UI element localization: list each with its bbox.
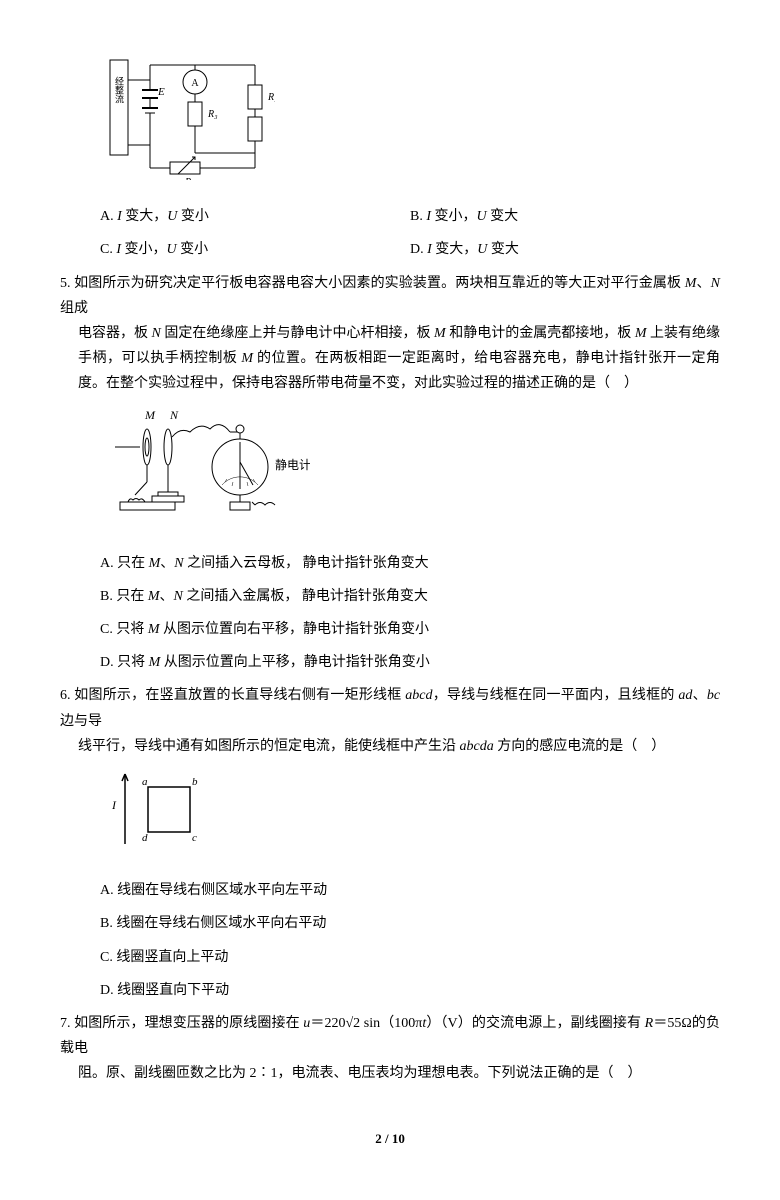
svg-text:d: d [142,832,148,844]
q7-number: 7. [60,1016,71,1031]
page-separator: / [382,1131,392,1146]
question-6: 6. 如图所示，在竖直放置的长直导线右侧有一矩形线框 abcd，导线与线框在同一… [60,683,720,759]
q4-option-d: D. I 变大，U 变大 [410,237,720,262]
q6-number: 6. [60,688,71,703]
svg-text:N: N [169,408,179,422]
question-7: 7. 如图所示，理想变压器的原线圈接在 u＝220√2 sin（100πt）（V… [60,1011,720,1087]
page-number: 2 / 10 [60,1127,720,1150]
q6-text-line-1: 6. 如图所示，在竖直放置的长直导线右侧有一矩形线框 abcd，导线与线框在同一… [60,683,720,733]
q7-text-line-1: 7. 如图所示，理想变压器的原线圈接在 u＝220√2 sin（100πt）（V… [60,1011,720,1061]
page-total: 10 [392,1131,405,1146]
q5-electroscope-diagram: M N 静电计 [100,407,720,536]
q5-text-continuation: 电容器，板 N 固定在绝缘座上并与静电计中心杆相接，板 M 和静电计的金属壳都接… [78,321,720,397]
q4-options-row-2: C. I 变小，U 变小 D. I 变大，U 变大 [100,237,720,262]
q6-text-continuation: 线平行，导线中通有如图所示的恒定电流，能使线框中产生沿 abcda 方向的感应电… [78,734,720,759]
svg-text:I: I [111,798,117,812]
svg-text:A: A [191,78,199,89]
q6-option-c: C. 线圈竖直向上平动 [100,945,720,970]
svg-text:R₂: R₂ [267,92,275,103]
q4-option-c: C. I 变小，U 变小 [100,237,410,262]
q4-circuit-diagram: 经整流 E A R₂ R₃ R₁ [100,50,720,189]
svg-text:R₁: R₁ [184,177,195,180]
q6-option-d: D. 线圈竖直向下平动 [100,978,720,1003]
svg-text:c: c [192,832,197,844]
svg-text:b: b [192,776,198,788]
q6-option-b: B. 线圈在导线右侧区域水平向右平动 [100,911,720,936]
q5-text-line-1: 5. 如图所示为研究决定平行板电容器电容大小因素的实验装置。两块相互靠近的等大正… [60,271,720,321]
question-5: 5. 如图所示为研究决定平行板电容器电容大小因素的实验装置。两块相互靠近的等大正… [60,271,720,397]
q5-option-b: B. 只在 M、N 之间插入金属板， 静电计指针张角变大 [100,584,720,609]
q4-options-row-1: A. I 变大，U 变小 B. I 变小，U 变大 [100,204,720,229]
q6-wire-diagram: I a b c d [100,769,720,863]
svg-text:E: E [157,86,165,98]
svg-text:R₃: R₃ [207,109,218,120]
svg-text:静电计: 静电计 [275,458,310,472]
q5-number: 5. [60,276,71,291]
q7-text-continuation: 阻。原、副线圈匝数之比为 2∶1，电流表、电压表均为理想电表。下列说法正确的是（… [78,1061,720,1086]
q4-option-b: B. I 变小，U 变大 [410,204,720,229]
q5-option-d: D. 只将 M 从图示位置向上平移，静电计指针张角变小 [100,650,720,675]
svg-text:经整流: 经整流 [114,75,124,104]
svg-text:a: a [142,776,148,788]
q6-option-a: A. 线圈在导线右侧区域水平向左平动 [100,878,720,903]
q5-option-c: C. 只将 M 从图示位置向右平移，静电计指针张角变小 [100,617,720,642]
svg-text:M: M [144,408,156,422]
q5-option-a: A. 只在 M、N 之间插入云母板， 静电计指针张角变大 [100,551,720,576]
q4-option-a: A. I 变大，U 变小 [100,204,410,229]
